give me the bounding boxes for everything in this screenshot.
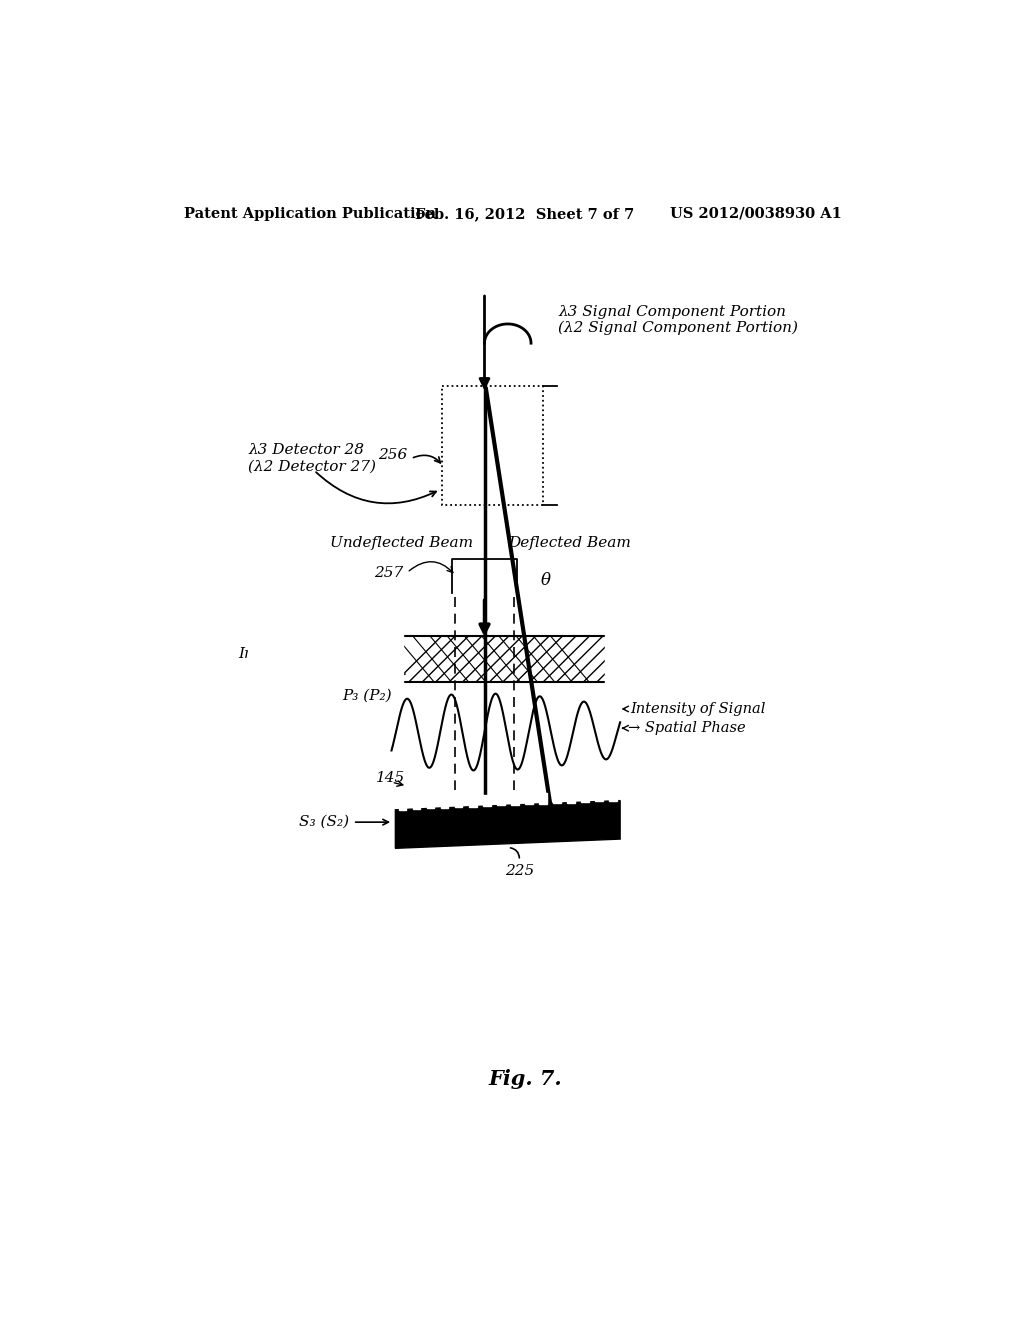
- Polygon shape: [395, 800, 621, 849]
- Polygon shape: [427, 797, 434, 808]
- Text: 225: 225: [505, 863, 534, 878]
- Polygon shape: [398, 799, 407, 809]
- Text: θ: θ: [541, 572, 550, 589]
- Polygon shape: [553, 792, 561, 803]
- Text: Feb. 16, 2012  Sheet 7 of 7: Feb. 16, 2012 Sheet 7 of 7: [415, 207, 634, 220]
- Polygon shape: [539, 793, 547, 804]
- Text: P₃ (P₂): P₃ (P₂): [342, 688, 391, 702]
- Text: Fig. 7.: Fig. 7.: [488, 1069, 561, 1089]
- Text: 145: 145: [376, 771, 406, 785]
- Text: Deflected Beam: Deflected Beam: [508, 536, 631, 550]
- Text: λ3 Signal Component Portion
(λ2 Signal Component Portion): λ3 Signal Component Portion (λ2 Signal C…: [558, 305, 798, 335]
- Polygon shape: [455, 796, 463, 808]
- Polygon shape: [609, 791, 617, 801]
- Text: S₃ (S₂): S₃ (S₂): [299, 816, 349, 829]
- Text: λ3 Detector 28
(λ2 Detector 27): λ3 Detector 28 (λ2 Detector 27): [248, 444, 376, 474]
- Polygon shape: [567, 792, 574, 803]
- Polygon shape: [582, 791, 589, 803]
- Text: Intenterference
Fringes 145: Intenterference Fringes 145: [238, 647, 359, 677]
- Text: Intensity of Signal: Intensity of Signal: [630, 702, 766, 715]
- Text: Undeflected Beam: Undeflected Beam: [330, 536, 473, 550]
- Text: → Spatial Phase: → Spatial Phase: [628, 721, 745, 735]
- Text: US 2012/0038930 A1: US 2012/0038930 A1: [671, 207, 843, 220]
- Polygon shape: [511, 795, 518, 805]
- Polygon shape: [413, 799, 420, 809]
- Polygon shape: [595, 791, 603, 801]
- Text: 256: 256: [378, 447, 407, 462]
- Polygon shape: [497, 795, 505, 805]
- Polygon shape: [482, 795, 490, 807]
- Bar: [442, 385, 543, 506]
- Polygon shape: [469, 796, 476, 807]
- Polygon shape: [525, 793, 532, 804]
- Text: Patent Application Publication: Patent Application Publication: [183, 207, 436, 220]
- Text: 257: 257: [374, 566, 403, 579]
- Polygon shape: [440, 797, 449, 808]
